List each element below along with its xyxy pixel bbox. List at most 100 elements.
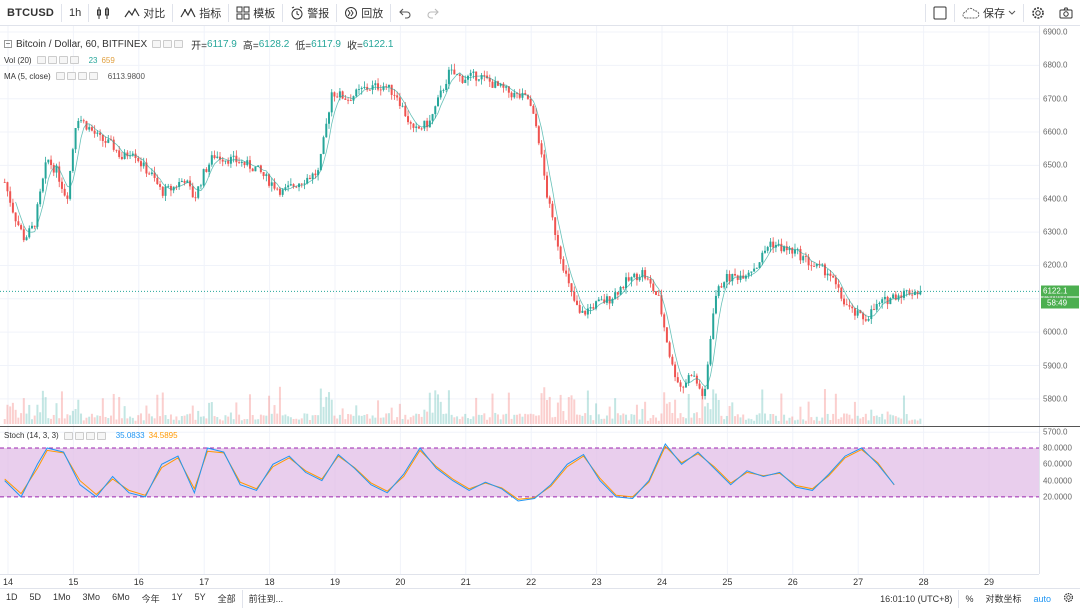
bottom-bar: 1D 5D 1Mo 3Mo 6Mo 今年 1Y 5Y 全部 前往到... 16:01:10 (U… xyxy=(0,588,1080,608)
replay-button[interactable]: 回放 xyxy=(337,0,390,26)
volume-bar xyxy=(834,393,837,424)
settings-small-button[interactable] xyxy=(47,56,57,64)
goto-date-button[interactable]: 前往到... xyxy=(248,594,284,604)
save-button[interactable]: 保存 xyxy=(955,0,1023,26)
candle-body xyxy=(338,91,341,98)
alert-button[interactable]: 警报 xyxy=(283,0,336,26)
settings-small-button[interactable] xyxy=(163,40,173,48)
volume-bar xyxy=(832,413,835,424)
volume-bar xyxy=(139,413,142,424)
hide-button[interactable] xyxy=(55,72,65,80)
percent-toggle[interactable]: % xyxy=(965,593,974,604)
auto-scale-toggle[interactable]: auto xyxy=(1033,593,1051,604)
volume-bar xyxy=(235,402,238,424)
range-button[interactable]: 5D xyxy=(29,592,42,602)
candle-body xyxy=(777,243,780,245)
candle-body xyxy=(701,388,704,396)
compare-button[interactable]: 对比 xyxy=(117,0,172,26)
volume-bar xyxy=(867,420,870,424)
undo-button[interactable] xyxy=(391,0,419,26)
settings-small-button[interactable] xyxy=(74,431,84,440)
settings-button[interactable] xyxy=(1024,0,1052,26)
log-scale-toggle[interactable]: 对数坐标 xyxy=(985,594,1022,604)
volume-bar xyxy=(813,420,816,424)
candle-body xyxy=(238,162,241,164)
time-axis[interactable]: 14 15 16 17 18 19 20 21 22 23 24 25 26 27 28 29 xyxy=(0,574,1039,588)
interval-button[interactable]: 1h xyxy=(69,6,82,19)
redo-button[interactable] xyxy=(419,0,447,26)
volume-bar xyxy=(99,415,102,424)
volume-bar xyxy=(14,409,17,424)
volume-bar xyxy=(123,406,126,424)
range-button[interactable]: 3Mo xyxy=(82,592,101,602)
volume-bar xyxy=(208,402,211,424)
range-button[interactable]: 1D xyxy=(6,592,18,602)
volume-bar xyxy=(25,413,28,424)
axis-settings-button[interactable] xyxy=(1057,592,1080,605)
volume-bar xyxy=(366,414,369,424)
volume-bar xyxy=(52,414,55,424)
collapse-toggle[interactable]: − xyxy=(4,39,12,48)
save-label: 保存 xyxy=(983,7,1005,20)
candle-body xyxy=(278,188,281,195)
hide-button[interactable] xyxy=(63,431,73,440)
ma-line xyxy=(15,72,921,388)
volume-bar xyxy=(793,420,796,424)
volume-bar xyxy=(725,415,728,424)
close-small-button[interactable] xyxy=(77,72,87,80)
volume-bar xyxy=(902,395,905,424)
symbol-search[interactable]: BTCUSD xyxy=(7,6,55,19)
price-axis-label: 6700.0 xyxy=(1043,94,1068,104)
chart-type-button[interactable] xyxy=(89,0,117,26)
range-button[interactable]: 1Y xyxy=(171,592,183,602)
hide-button[interactable] xyxy=(152,40,162,48)
candle-body xyxy=(793,249,796,254)
volume-bar xyxy=(284,414,287,424)
candle-body xyxy=(308,177,311,180)
indicators-button[interactable]: 指标 xyxy=(173,0,228,26)
candle-body xyxy=(529,98,532,106)
range-button[interactable]: 5Y xyxy=(194,592,206,602)
volume-bar xyxy=(93,417,96,424)
candle-body xyxy=(248,160,251,169)
last-price-tag: 6122.1 xyxy=(1041,285,1079,297)
range-button[interactable]: 1Mo xyxy=(53,592,71,602)
candle-body xyxy=(382,86,385,90)
candle-body xyxy=(197,186,200,198)
volume-bar xyxy=(167,419,170,424)
fullscreen-button[interactable] xyxy=(926,0,954,26)
candle-body xyxy=(674,364,677,378)
hide-button[interactable] xyxy=(36,56,46,64)
more-button[interactable] xyxy=(174,40,184,48)
volume-bar xyxy=(532,414,535,424)
volume-bar xyxy=(278,386,281,424)
stoch-axis[interactable]: 80.0000 60.0000 40.0000 20.0000 xyxy=(1039,427,1080,574)
price-axis[interactable]: 5700.05800.05900.06000.06100.06200.06300… xyxy=(1039,26,1080,437)
volume-bar xyxy=(164,415,167,424)
candle-body xyxy=(112,139,115,150)
volume-bar xyxy=(437,394,440,424)
range-button[interactable]: 今年 xyxy=(141,594,160,604)
volume-bar xyxy=(682,417,685,424)
candle-body xyxy=(682,386,685,388)
range-button[interactable]: 6Mo xyxy=(112,592,130,602)
candle-body xyxy=(747,272,750,276)
volume-bar xyxy=(265,415,268,424)
settings-small-button[interactable] xyxy=(66,72,76,80)
volume-bar xyxy=(22,398,25,424)
more-button[interactable] xyxy=(88,72,98,80)
close-small-button[interactable] xyxy=(58,56,68,64)
templates-button[interactable]: 模板 xyxy=(229,0,282,26)
volume-bar xyxy=(66,414,69,424)
volume-bar xyxy=(886,411,889,424)
close-small-button[interactable] xyxy=(85,431,95,440)
candle-body xyxy=(434,106,437,115)
range-button[interactable]: 全部 xyxy=(217,594,236,604)
volume-bar xyxy=(110,415,113,424)
more-button[interactable] xyxy=(69,56,79,64)
volume-bar xyxy=(466,418,469,424)
screenshot-button[interactable] xyxy=(1052,0,1080,26)
more-button[interactable] xyxy=(96,431,106,440)
